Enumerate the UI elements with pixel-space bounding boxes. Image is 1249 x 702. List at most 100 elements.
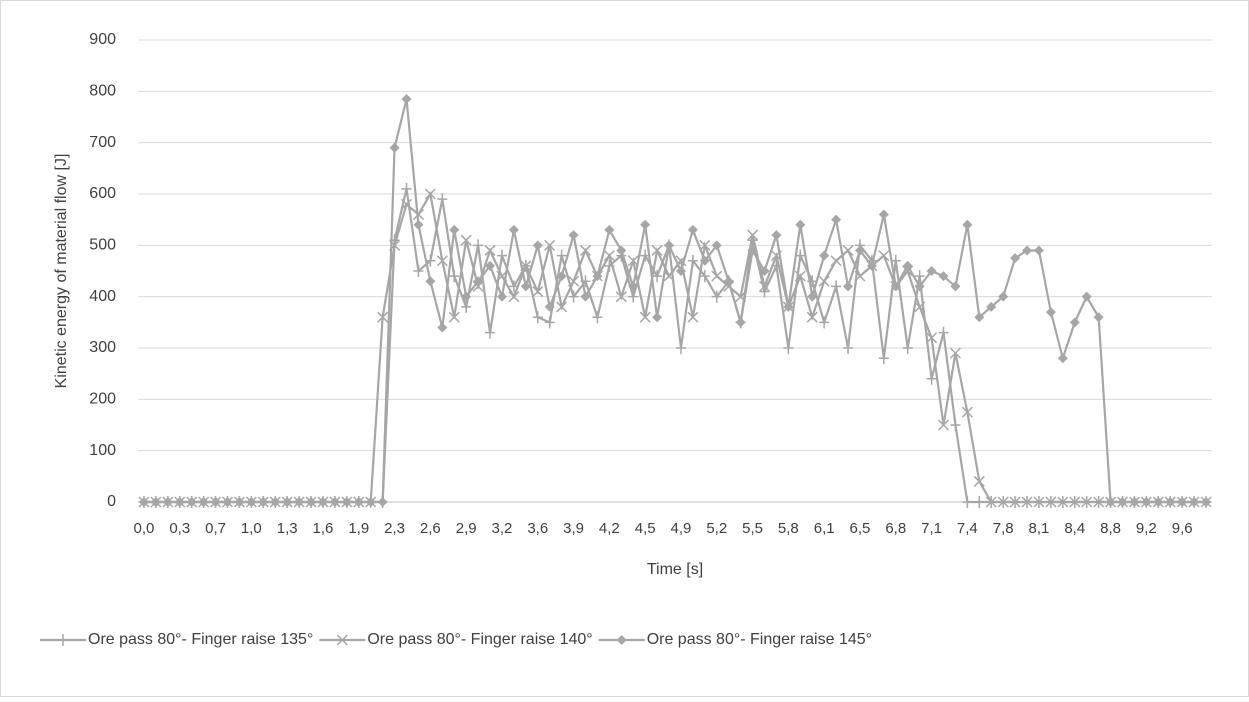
data-point [401, 182, 412, 195]
data-point [556, 271, 567, 282]
x-tick-label: 1,3 [277, 520, 298, 537]
x-tick-label: 6,5 [850, 520, 871, 537]
data-point [961, 406, 973, 418]
x-tick-label: 2,6 [420, 520, 441, 537]
data-point [1141, 497, 1152, 507]
data-point [485, 326, 496, 339]
x-axis-title: Time [s] [647, 561, 703, 578]
data-point [496, 291, 507, 302]
data-point [640, 219, 651, 230]
data-point [162, 497, 173, 507]
data-point [902, 265, 914, 277]
data-point [843, 281, 854, 292]
data-point [830, 255, 842, 267]
data-point [258, 497, 269, 507]
data-point [890, 281, 901, 292]
data-point [962, 496, 973, 508]
data-point [1057, 496, 1069, 508]
data-point [914, 281, 925, 292]
data-point [937, 419, 950, 431]
data-point [389, 142, 400, 153]
data-point [675, 342, 686, 354]
data-point [592, 311, 603, 324]
x-tick-label: 2,9 [456, 520, 477, 537]
data-point [401, 94, 412, 105]
data-point [842, 244, 854, 256]
y-tick-label: 700 [89, 134, 116, 151]
data-point [997, 496, 1009, 508]
data-point [962, 219, 973, 230]
data-point [854, 245, 865, 256]
data-point [1057, 353, 1068, 364]
y-axis-title: Kinetic energy of material flow [J] [53, 154, 70, 389]
x-tick-label: 7,4 [957, 520, 978, 537]
data-point [138, 497, 149, 507]
data-point [652, 270, 663, 283]
data-point [377, 311, 389, 323]
data-point [461, 300, 472, 313]
data-point [353, 497, 364, 507]
data-point [568, 275, 580, 287]
data-point [794, 270, 806, 282]
data-point [1153, 497, 1164, 507]
data-point [687, 311, 699, 323]
data-point [437, 322, 448, 333]
x-tick-label: 0,7 [205, 520, 226, 537]
data-point [508, 291, 520, 303]
series [138, 94, 1212, 507]
data-point [329, 497, 340, 507]
data-point [604, 224, 615, 235]
x-tick-label: 0,3 [169, 520, 190, 537]
data-point [484, 244, 496, 256]
x-tick-label: 8,1 [1029, 520, 1050, 537]
data-point [914, 301, 926, 313]
x-tick-label: 4,9 [671, 520, 692, 537]
data-point [687, 224, 698, 235]
data-point [1117, 497, 1128, 507]
data-point [926, 372, 937, 385]
data-point [1189, 497, 1200, 507]
y-tick-label: 200 [89, 391, 116, 408]
data-point [365, 497, 376, 507]
data-point [592, 271, 603, 282]
legend-label: Ore pass 80°- Finger raise 140° [367, 631, 592, 648]
data-point [699, 255, 710, 266]
legend-label: Ore pass 80°- Finger raise 145° [647, 631, 872, 648]
data-point [1045, 307, 1056, 318]
data-point [795, 219, 806, 230]
data-point [449, 224, 460, 235]
data-point [938, 326, 949, 339]
x-tick-label: 9,6 [1172, 520, 1193, 537]
data-point [639, 311, 651, 323]
data-point [270, 497, 281, 507]
data-point [317, 497, 328, 507]
data-point [723, 276, 734, 287]
legend-marker [616, 635, 627, 645]
data-point [735, 317, 746, 328]
data-point [818, 275, 830, 287]
data-point [556, 301, 568, 313]
data-point [425, 276, 436, 287]
data-point [568, 290, 579, 303]
data-point [819, 316, 830, 329]
data-point [234, 497, 245, 507]
data-point [985, 496, 997, 508]
x-tick-label: 1,0 [241, 520, 262, 537]
data-point [580, 291, 591, 302]
data-point [1069, 496, 1081, 508]
data-point [854, 270, 866, 282]
data-point [949, 347, 961, 359]
data-point [878, 250, 890, 262]
data-point [615, 291, 627, 303]
data-point [628, 290, 639, 303]
data-point [878, 352, 889, 365]
legend-label: Ore pass 80°- Finger raise 135° [88, 631, 313, 648]
data-point [950, 419, 961, 431]
data-point [150, 497, 161, 507]
data-point [783, 301, 794, 312]
data-point [461, 291, 472, 302]
data-point [926, 332, 938, 344]
data-point [544, 301, 555, 312]
data-point [795, 249, 806, 262]
